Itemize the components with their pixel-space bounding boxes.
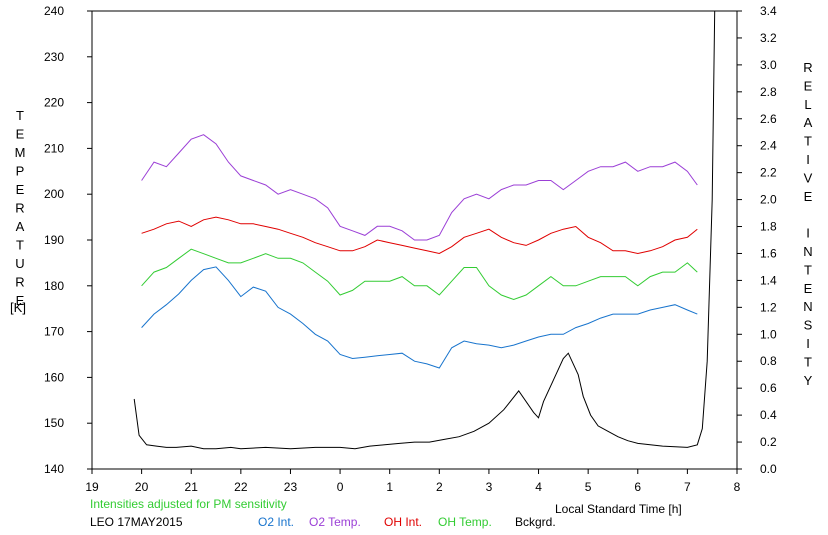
legend-entry-oh-temp: OH Temp.: [438, 515, 492, 529]
y-left-tick-label: 190: [44, 233, 64, 247]
y-right-tick-label: 0.6: [760, 381, 777, 395]
y-right-tick-label: 0.2: [760, 435, 777, 449]
axis-title-letter: E: [16, 182, 25, 197]
x-tick-label: 6: [634, 480, 641, 494]
y-right-tick-label: 3.0: [760, 58, 777, 72]
y-right-tick-label: 1.2: [760, 300, 777, 314]
x-tick-label: 8: [734, 480, 741, 494]
y-left-tick-label: 160: [44, 370, 64, 384]
y-right-tick-label: 0.0: [760, 462, 777, 476]
y-left-tick-label: 210: [44, 141, 64, 155]
y-right-tick-label: 0.8: [760, 354, 777, 368]
axis-title-letter: V: [804, 170, 813, 185]
x-tick-label: 5: [585, 480, 592, 494]
axis-title-letter: S: [804, 318, 813, 333]
axis-title-letter: I: [806, 152, 810, 167]
x-tick-label: 1: [386, 480, 393, 494]
y-left-tick-label: 150: [44, 416, 64, 430]
y-left-tick-label: 140: [44, 462, 64, 476]
y-right-tick-label: 2.8: [760, 85, 777, 99]
series-line-o2-int: [141, 266, 698, 369]
axis-title-letter: I: [806, 336, 810, 351]
axis-title-letter: R: [15, 201, 24, 216]
x-tick-label: 0: [337, 480, 344, 494]
legend-entry-bckgrd: Bckgrd.: [515, 515, 556, 529]
series-line-oh-int: [141, 216, 698, 255]
y-left-tick-label: 200: [44, 187, 64, 201]
axis-title-letter: E: [16, 127, 25, 142]
axis-title-letter: T: [804, 262, 812, 277]
axis-title-letter: E: [16, 293, 25, 308]
station-date: LEO 17MAY2015: [90, 515, 183, 529]
x-tick-label: 19: [85, 480, 99, 494]
y-left-tick-label: 240: [44, 4, 64, 18]
axis-title-letter: A: [16, 219, 25, 234]
x-tick-label: 20: [135, 480, 149, 494]
legend: O2 Int. O2 Temp. OH Int. OH Temp. Bckgrd.: [258, 515, 556, 529]
chart-axes: 19 20 21 22 23 0 1 2 3 4 5 6 7 8140150160170180190200…: [44, 4, 777, 494]
y-left-tick-label: 230: [44, 50, 64, 64]
y-right-tick-label: 3.4: [760, 4, 777, 18]
x-tick-label: 2: [436, 480, 443, 494]
axis-title-letter: R: [15, 275, 24, 290]
y-right-tick-label: 1.0: [760, 327, 777, 341]
legend-entry-o2-temp: O2 Temp.: [309, 515, 361, 529]
y-left-tick-label: 220: [44, 96, 64, 110]
axis-title-letter: T: [16, 108, 24, 123]
axis-title-letter: T: [804, 134, 812, 149]
axis-title-letter: E: [804, 281, 813, 296]
axis-title-letter: N: [803, 244, 812, 259]
y-right-tick-label: 2.6: [760, 112, 777, 126]
axis-title-letter: E: [804, 189, 813, 204]
series-line-bckgrd: [133, 10, 716, 450]
y-right-tick-label: 1.4: [760, 273, 777, 287]
x-tick-label: 21: [185, 480, 199, 494]
y-right-tick-label: 1.8: [760, 220, 777, 234]
axis-title-letter: [806, 207, 810, 222]
y-right-tick-label: 2.4: [760, 139, 777, 153]
y-right-tick-label: 2.2: [760, 166, 777, 180]
y-right-tick-label: 3.2: [760, 31, 777, 45]
y-right-tick-label: 1.6: [760, 246, 777, 260]
legend-entry-oh-int: OH Int.: [384, 515, 422, 529]
axis-title-letter: R: [803, 60, 812, 75]
y-left-tick-label: 170: [44, 325, 64, 339]
x-tick-label: 7: [684, 480, 691, 494]
axis-title-letter: I: [806, 226, 810, 241]
axis-title-letter: M: [15, 145, 26, 160]
adjustment-note: Intensities adjusted for PM sensitivity: [90, 497, 287, 511]
series-line-o2-temp: [141, 134, 698, 241]
y-right-tick-label: 2.0: [760, 193, 777, 207]
axis-title-letter: T: [16, 238, 24, 253]
y-right-tick-label: 0.4: [760, 408, 777, 422]
x-tick-label: 4: [535, 480, 542, 494]
axis-title-letter: U: [15, 256, 24, 271]
series-line-oh-temp: [141, 248, 698, 301]
series-layer: [133, 10, 716, 450]
y-left-tick-label: 180: [44, 279, 64, 293]
axis-title-letter: Y: [804, 373, 813, 388]
x-axis-label: Local Standard Time [h]: [555, 502, 682, 516]
axis-title-letter: L: [804, 97, 811, 112]
left-axis-unit: [K]: [10, 300, 26, 315]
axis-title-letter: N: [803, 299, 812, 314]
x-tick-label: 3: [486, 480, 493, 494]
legend-entry-o2-int: O2 Int.: [258, 515, 294, 529]
axis-title-letter: P: [16, 164, 25, 179]
x-tick-label: 22: [234, 480, 248, 494]
axis-title-letter: A: [804, 115, 813, 130]
axis-title-letter: T: [804, 354, 812, 369]
x-tick-label: 23: [284, 480, 298, 494]
axis-title-letter: E: [804, 78, 813, 93]
